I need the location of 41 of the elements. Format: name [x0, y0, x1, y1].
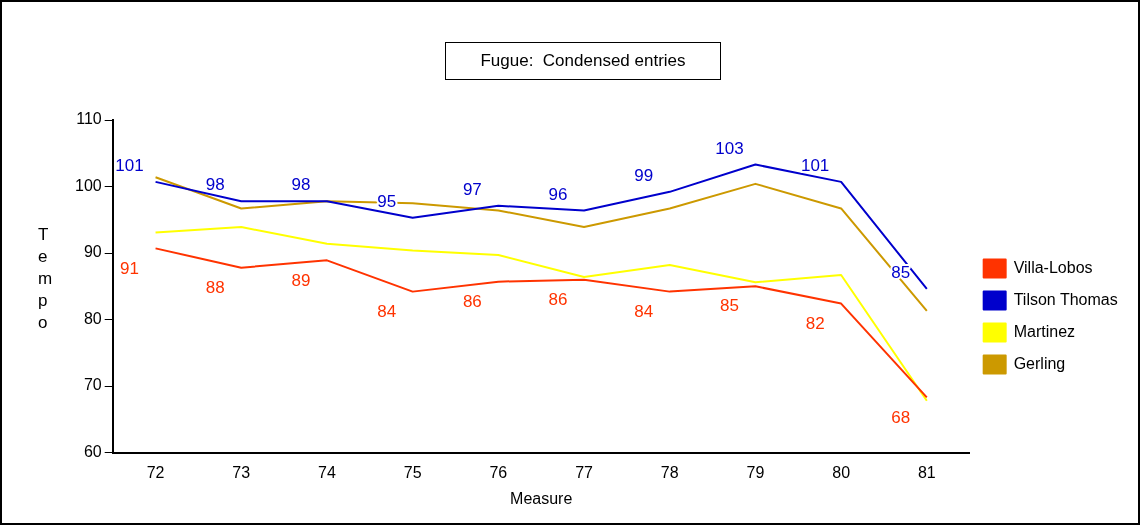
x-tick-label: 78	[660, 463, 679, 481]
x-tick-label: 79	[746, 463, 765, 481]
data-label: 68	[891, 407, 911, 427]
y-tick-label: 90	[83, 243, 102, 261]
data-label: 101	[800, 156, 830, 176]
data-label: 84	[377, 301, 397, 321]
x-tick-label: 77	[575, 463, 594, 481]
y-axis-title: Tempo	[38, 224, 53, 334]
y-tick-label: 80	[83, 309, 102, 327]
data-label: 91	[120, 258, 140, 278]
data-label: 97	[462, 180, 482, 199]
data-label: 96	[548, 184, 568, 204]
legend-label: Tilson Thomas	[1013, 290, 1118, 308]
data-label: 101	[115, 156, 144, 176]
data-label: 98	[205, 175, 225, 195]
legend-label: Gerling	[1013, 354, 1066, 372]
x-tick-label: 76	[489, 463, 508, 481]
data-label: 99	[634, 166, 654, 186]
x-axis-title: Measure	[510, 489, 573, 507]
y-tick-label: 100	[74, 176, 102, 194]
legend-label: Martinez	[1013, 322, 1076, 340]
data-label: 89	[291, 270, 311, 290]
x-tick-label: 73	[232, 463, 251, 481]
data-label: 86	[548, 289, 568, 309]
data-label: 98	[291, 175, 311, 195]
chart-title: Fugue: Condensed entries	[445, 42, 721, 80]
data-label: 84	[634, 301, 654, 321]
legend-label: Villa-Lobos	[1013, 258, 1093, 276]
y-tick-label: 60	[83, 443, 102, 461]
x-tick-label: 72	[146, 463, 165, 481]
data-label: 82	[805, 313, 825, 333]
y-tick-label: 70	[83, 376, 102, 394]
x-tick-label: 74	[318, 463, 336, 481]
data-label: 86	[462, 291, 482, 311]
data-label: 88	[205, 277, 225, 297]
y-tick-label: 110	[76, 110, 102, 128]
data-label: 103	[715, 138, 744, 158]
data-label: 85	[719, 296, 739, 316]
x-tick-label: 80	[832, 463, 851, 481]
x-tick-label: 81	[917, 463, 936, 481]
x-tick-label: 75	[403, 463, 422, 481]
